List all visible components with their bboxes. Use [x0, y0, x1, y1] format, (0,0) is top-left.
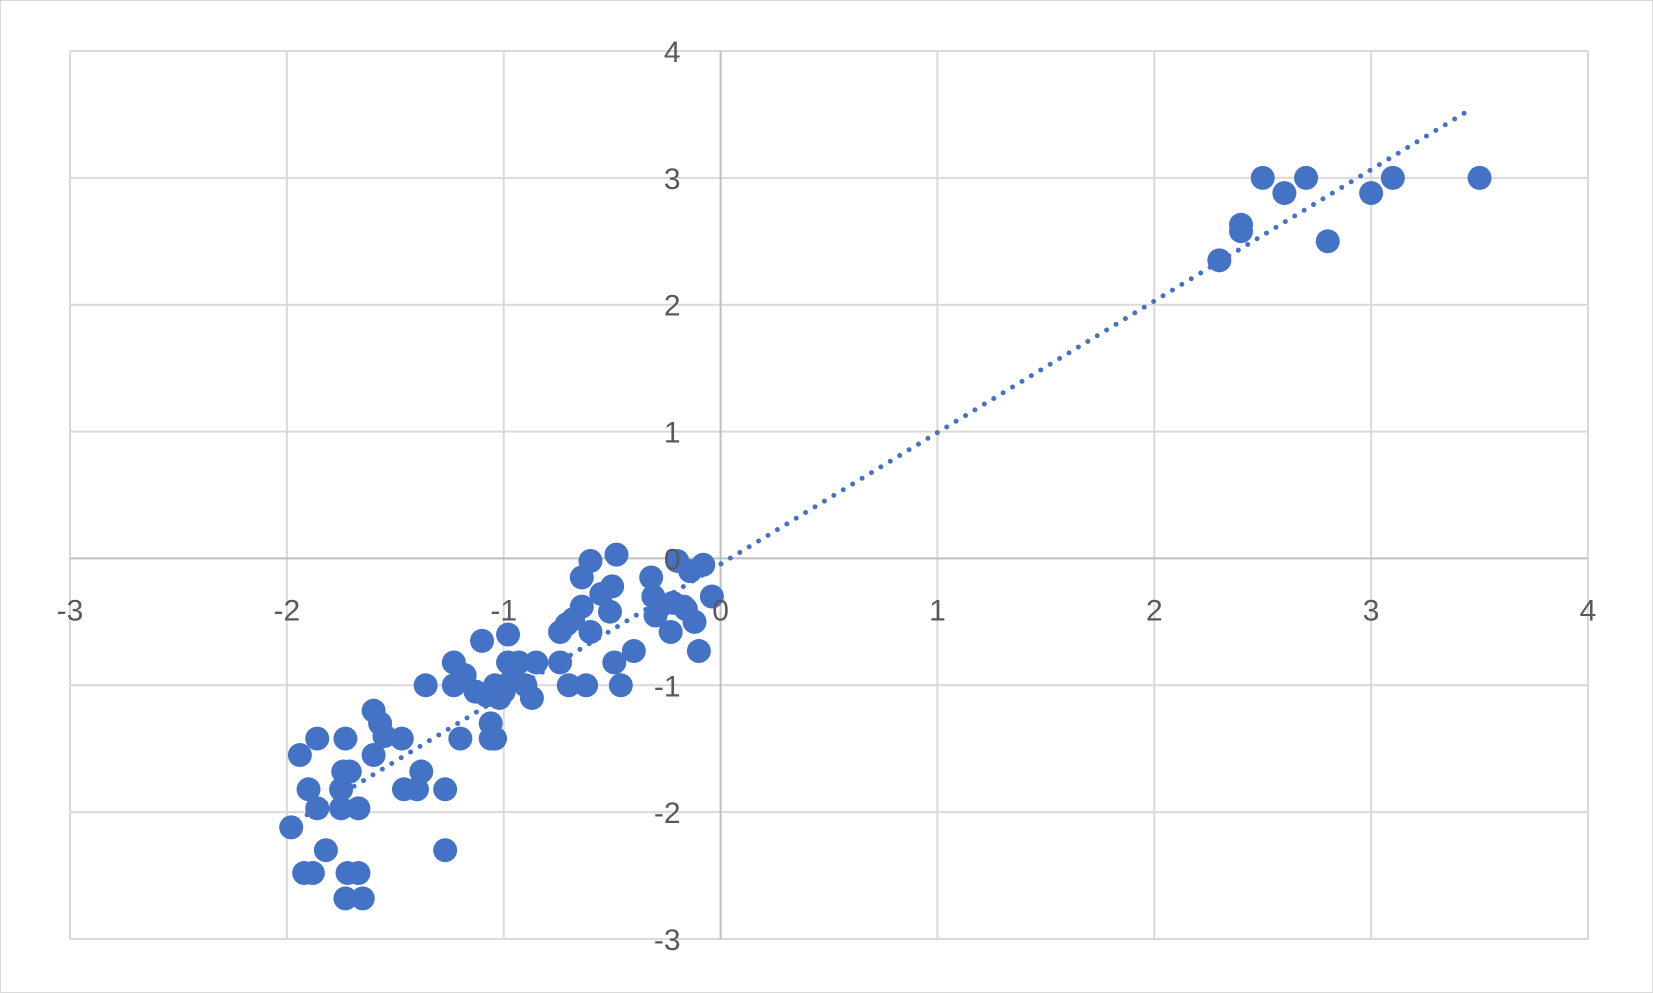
data-point	[597, 599, 622, 624]
data-point	[1294, 165, 1319, 190]
data-point	[556, 673, 581, 698]
y-tick-label: 4	[664, 36, 681, 69]
data-point	[578, 620, 603, 645]
data-point	[524, 650, 549, 675]
x-tick-label: 4	[1580, 594, 1597, 627]
data-point	[658, 620, 683, 645]
data-point	[604, 542, 629, 567]
y-tick-label: -3	[654, 924, 681, 957]
y-tick-label: -2	[654, 797, 681, 830]
data-points	[279, 165, 1492, 911]
data-point	[608, 673, 633, 698]
y-tick-label: 0	[664, 543, 681, 576]
data-point	[305, 796, 330, 821]
y-tick-label: 1	[664, 417, 681, 450]
x-tick-label: -2	[274, 594, 301, 627]
x-tick-label: 0	[712, 594, 729, 627]
y-tick-label: -1	[654, 670, 681, 703]
data-point	[279, 815, 304, 840]
data-point	[470, 628, 495, 653]
data-point	[433, 838, 458, 863]
data-point	[578, 548, 603, 573]
data-point	[639, 565, 664, 590]
data-point	[300, 861, 325, 886]
data-point	[699, 584, 724, 609]
data-point	[287, 743, 312, 768]
data-point	[1359, 181, 1384, 206]
data-point	[296, 777, 321, 802]
data-point	[413, 673, 438, 698]
data-point	[483, 726, 508, 751]
y-tick-label: 2	[664, 290, 681, 323]
y-tick-label: 3	[664, 163, 681, 196]
data-point	[574, 673, 599, 698]
trendline-layer	[295, 107, 1472, 823]
data-point	[686, 639, 711, 664]
data-point	[621, 639, 646, 664]
data-point	[329, 796, 354, 821]
data-point	[691, 552, 716, 577]
data-point	[333, 886, 358, 911]
data-point	[389, 726, 414, 751]
data-point	[602, 650, 627, 675]
data-point	[496, 622, 521, 647]
data-point	[1207, 248, 1232, 273]
x-tick-label: 3	[1363, 594, 1380, 627]
trendline	[295, 107, 1472, 823]
gridlines	[69, 50, 1589, 940]
data-point	[682, 609, 707, 634]
data-point	[448, 726, 473, 751]
data-point	[350, 886, 375, 911]
tick-labels: -3 -2 -1 0 1 2 3 4 -3 -2 -1 0 1 2 3 4	[57, 36, 1597, 957]
data-point	[409, 759, 434, 784]
data-point	[519, 685, 544, 710]
x-tick-label: 2	[1146, 594, 1163, 627]
data-point	[337, 759, 362, 784]
axes	[70, 51, 1588, 939]
data-point	[569, 594, 594, 619]
data-point	[346, 796, 371, 821]
data-point	[1250, 165, 1275, 190]
data-point	[313, 838, 338, 863]
data-point	[548, 650, 573, 675]
data-point	[346, 861, 371, 886]
data-point	[329, 777, 354, 802]
data-point	[600, 574, 625, 599]
data-point	[1380, 165, 1405, 190]
x-tick-label: -1	[490, 594, 517, 627]
data-point	[506, 650, 531, 675]
data-point	[1467, 165, 1492, 190]
data-point	[333, 726, 358, 751]
data-point	[1229, 212, 1254, 237]
data-point	[1315, 229, 1340, 254]
x-tick-label: 1	[929, 594, 946, 627]
data-point	[1272, 181, 1297, 206]
data-point	[433, 777, 458, 802]
data-point	[305, 726, 330, 751]
data-point	[361, 743, 386, 768]
x-tick-label: -3	[57, 594, 84, 627]
